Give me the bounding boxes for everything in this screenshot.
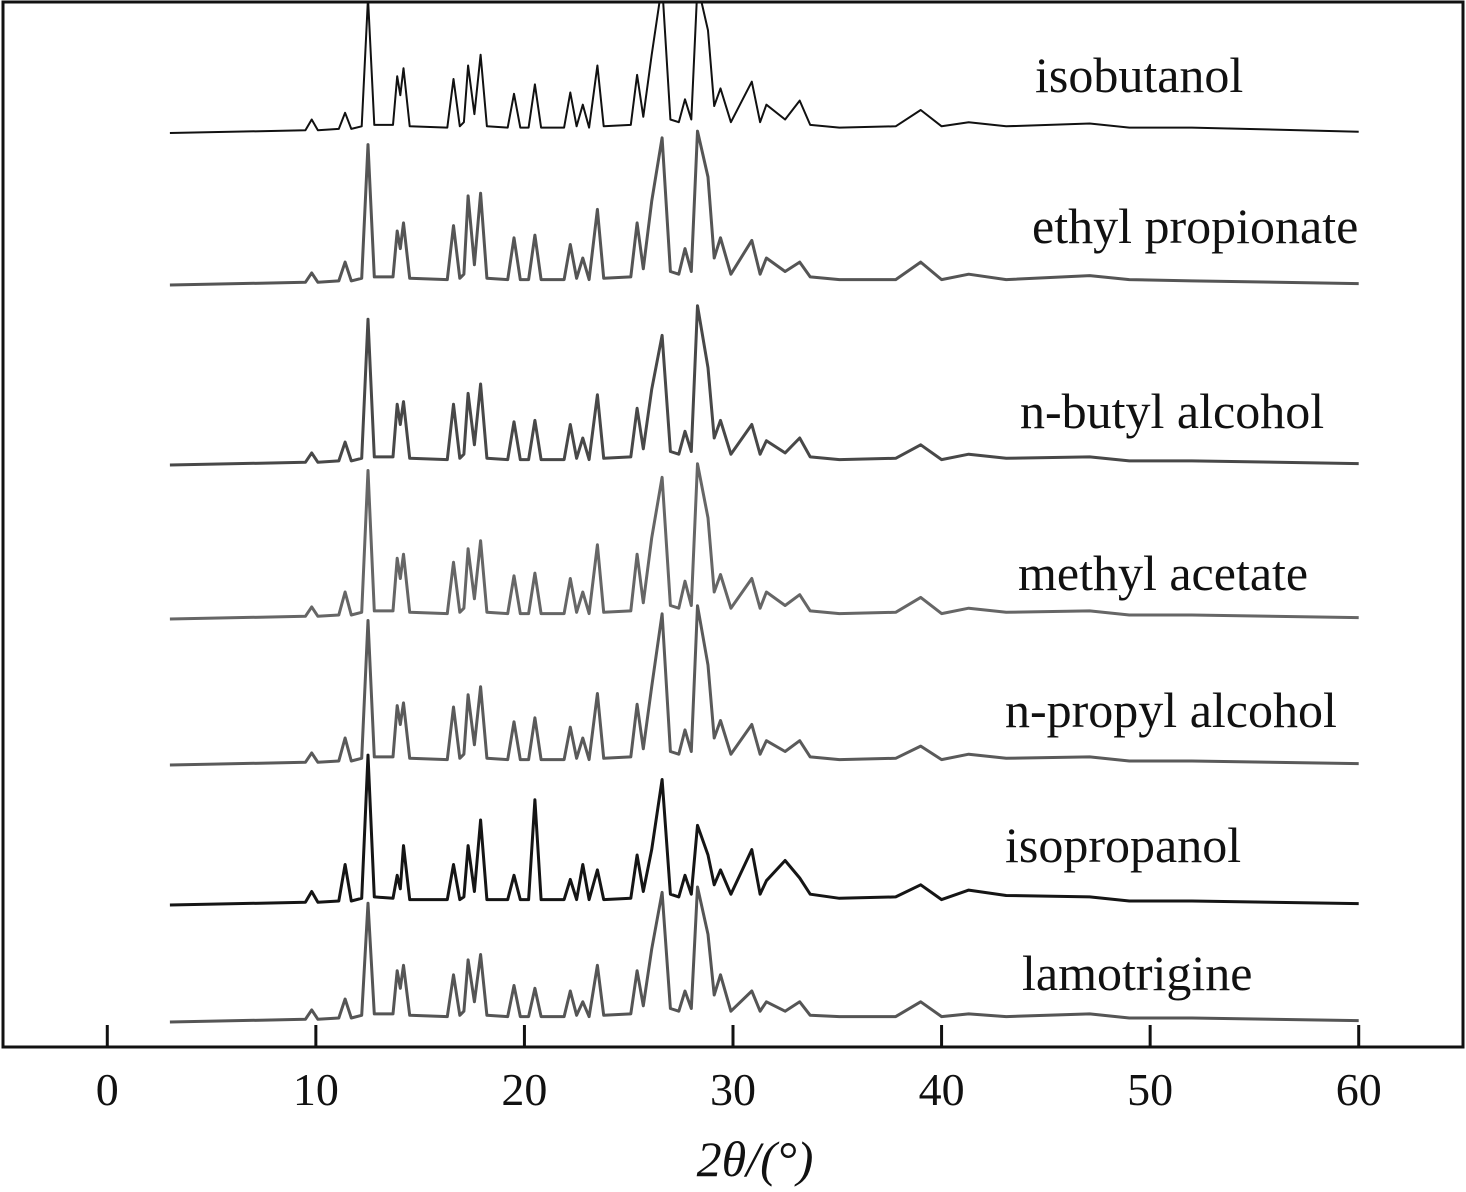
trace-label: isopropanol bbox=[1005, 817, 1241, 873]
x-tick-label: 40 bbox=[919, 1064, 965, 1115]
xrd-trace bbox=[169, 753, 1359, 907]
xrd-trace bbox=[169, 2, 1359, 134]
xrd-trace bbox=[169, 462, 1359, 621]
trace-label: methyl acetate bbox=[1018, 545, 1308, 601]
xrd-trace bbox=[169, 604, 1359, 767]
x-tick-label: 20 bbox=[501, 1064, 547, 1115]
traces bbox=[169, 2, 1359, 1024]
x-tick-label: 30 bbox=[710, 1064, 756, 1115]
x-tick-label: 0 bbox=[96, 1064, 119, 1115]
trace-label: n-propyl alcohol bbox=[1005, 682, 1337, 738]
x-tick-label: 10 bbox=[293, 1064, 339, 1115]
xrd-trace bbox=[169, 304, 1359, 467]
x-axis-title: 2θ/(°) bbox=[697, 1131, 814, 1187]
trace-label: ethyl propionate bbox=[1032, 198, 1358, 254]
trace-label: n-butyl alcohol bbox=[1020, 383, 1324, 439]
xrd-trace bbox=[169, 129, 1359, 287]
trace-label: lamotrigine bbox=[1022, 945, 1253, 1001]
x-tick-label: 60 bbox=[1336, 1064, 1382, 1115]
x-tick-label: 50 bbox=[1127, 1064, 1173, 1115]
xrd-trace bbox=[169, 885, 1359, 1024]
trace-label: isobutanol bbox=[1035, 47, 1243, 103]
